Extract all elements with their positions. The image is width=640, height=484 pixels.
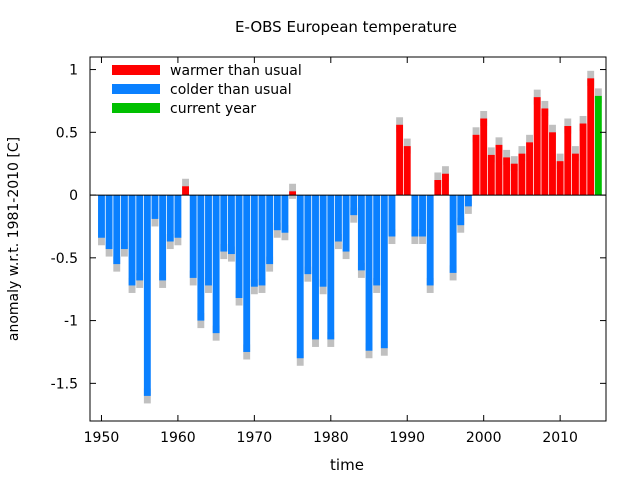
bar-1997 [457, 195, 465, 226]
legend: warmer than usual colder than usual curren… [112, 63, 302, 117]
bar-1971 [258, 195, 266, 286]
bar-1977 [304, 195, 312, 275]
bar-1996 [449, 195, 457, 273]
bar-1953 [120, 195, 128, 250]
legend-swatch [112, 84, 160, 94]
bar-2013 [579, 123, 587, 196]
plot-frame [89, 56, 607, 422]
bar-1950 [98, 195, 105, 238]
bar-1972 [266, 195, 274, 265]
y-tick-label: 1 [69, 63, 78, 79]
bar-2007 [533, 97, 541, 196]
bar-1995 [442, 173, 449, 196]
bar-1962 [189, 195, 197, 278]
bar-1954 [128, 195, 136, 286]
bar-1982 [342, 195, 350, 252]
x-tick-label: 1990 [389, 430, 425, 446]
bar-2002 [495, 144, 503, 196]
y-axis: 1 0.5 0 -0.5 -1 -1.5 [51, 63, 606, 392]
bar-1988 [388, 195, 396, 237]
bar-1968 [235, 195, 243, 298]
x-tick-label: 1980 [313, 430, 349, 446]
bar-2010 [556, 161, 564, 196]
bar-1994 [434, 180, 442, 196]
bar-1980 [327, 195, 335, 340]
bar-1990 [403, 146, 411, 196]
legend-swatch [112, 103, 160, 113]
bar-1959 [166, 195, 174, 242]
bar-1951 [105, 195, 113, 250]
bar-1976 [296, 195, 304, 359]
bar-1987 [380, 195, 388, 349]
chart-title: E-OBS European temperature [235, 18, 457, 36]
bar-1965 [212, 195, 220, 334]
bar-1967 [227, 195, 235, 255]
bar-2006 [526, 142, 533, 196]
x-tick-label: 2010 [542, 430, 578, 446]
x-tick-label: 1950 [84, 430, 120, 446]
bar-2005 [518, 153, 526, 196]
x-tick-label: 1970 [237, 430, 273, 446]
legend-label: current year [170, 101, 256, 117]
y-tick-label: -0.5 [51, 251, 78, 267]
bar-2012 [571, 153, 579, 196]
bar-1992 [419, 195, 426, 237]
y-tick-label: 0 [69, 188, 78, 204]
bar-1978 [312, 195, 319, 340]
bar-2014 [587, 78, 595, 196]
bar-1984 [357, 195, 365, 271]
bar-1952 [113, 195, 121, 265]
bar-1957 [151, 195, 159, 219]
uncertainty-band-2007 [533, 89, 541, 105]
bar-1955 [136, 195, 144, 281]
bar-1974 [281, 195, 289, 233]
x-tick-label: 1960 [160, 430, 196, 446]
bar-1998 [464, 195, 472, 207]
bar-1975 [289, 191, 297, 196]
bar-2001 [487, 154, 495, 196]
bar-1985 [365, 195, 373, 351]
bar-1960 [174, 195, 182, 238]
uncertainty-band-1985 [365, 343, 373, 359]
x-axis: 1950 1960 1970 1980 1990 2000 2010 [84, 57, 578, 446]
y-axis-label: anomaly w.r.t. 1981-2010 [C] [6, 137, 22, 341]
bar-2000 [480, 118, 488, 196]
bar-1989 [396, 124, 404, 196]
bar-1969 [243, 195, 251, 352]
bars-layer [98, 70, 602, 404]
bar-1970 [250, 195, 258, 287]
x-axis-label: time [330, 456, 364, 474]
y-tick-label: -1.5 [51, 376, 78, 392]
bar-1986 [373, 195, 381, 286]
legend-label: warmer than usual [170, 63, 302, 79]
bar-1993 [426, 195, 434, 286]
bar-2015 [594, 95, 602, 196]
bar-1999 [472, 134, 480, 196]
legend-swatch [112, 65, 160, 75]
y-tick-label: 0.5 [56, 125, 78, 141]
bar-2003 [503, 157, 511, 196]
bar-1981 [335, 195, 342, 242]
legend-label: colder than usual [170, 82, 292, 98]
bar-2009 [549, 132, 556, 196]
bar-1979 [319, 195, 327, 287]
bar-1966 [220, 195, 228, 252]
bar-1964 [205, 195, 212, 286]
bar-1991 [411, 195, 419, 237]
uncertainty-band-2015 [594, 88, 602, 104]
bar-1956 [143, 195, 151, 396]
bar-2004 [510, 163, 518, 196]
bar-1961 [182, 186, 189, 196]
bar-2008 [541, 108, 549, 196]
bar-1973 [273, 195, 281, 231]
bar-1958 [159, 195, 167, 281]
bar-1963 [197, 195, 205, 321]
x-tick-label: 2000 [466, 430, 502, 446]
bar-2011 [564, 126, 572, 196]
y-tick-label: -1 [64, 314, 78, 330]
bar-1983 [350, 195, 358, 216]
